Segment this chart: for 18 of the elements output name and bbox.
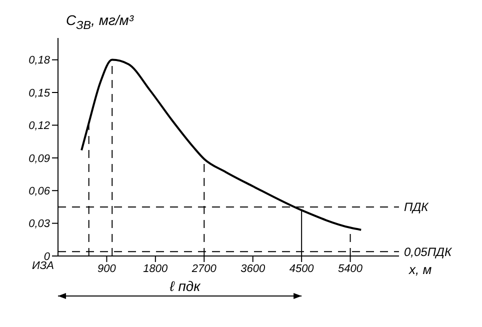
x-tick-label: 5400 (338, 262, 364, 275)
text: ИЗА (32, 260, 54, 272)
x-tick-label: 3600 (240, 262, 266, 275)
y-tick-label: 0,03 (28, 218, 51, 230)
ref-line-label: 0,05ПДК (404, 244, 452, 259)
x-tick-label: 1800 (143, 262, 169, 275)
y-axis-title: C$_{ЗВ}$, мг/м³ (66, 12, 134, 32)
y-tick-label: 0,09 (28, 152, 50, 165)
y-tick-label: 0,06 (28, 186, 51, 198)
x-tick-label: 4500 (289, 262, 315, 275)
text: ℓ пдк (170, 278, 200, 294)
ref-line-label: ПДК (404, 200, 430, 214)
x-tick-label: 900 (98, 262, 117, 275)
y-tick-label: 0,12 (28, 120, 50, 132)
x-axis-title: x, м (409, 262, 432, 277)
x-tick-label: 2700 (190, 262, 218, 275)
y-tick-label: 0,15 (28, 87, 51, 100)
y-tick-label: 0,18 (28, 54, 51, 67)
